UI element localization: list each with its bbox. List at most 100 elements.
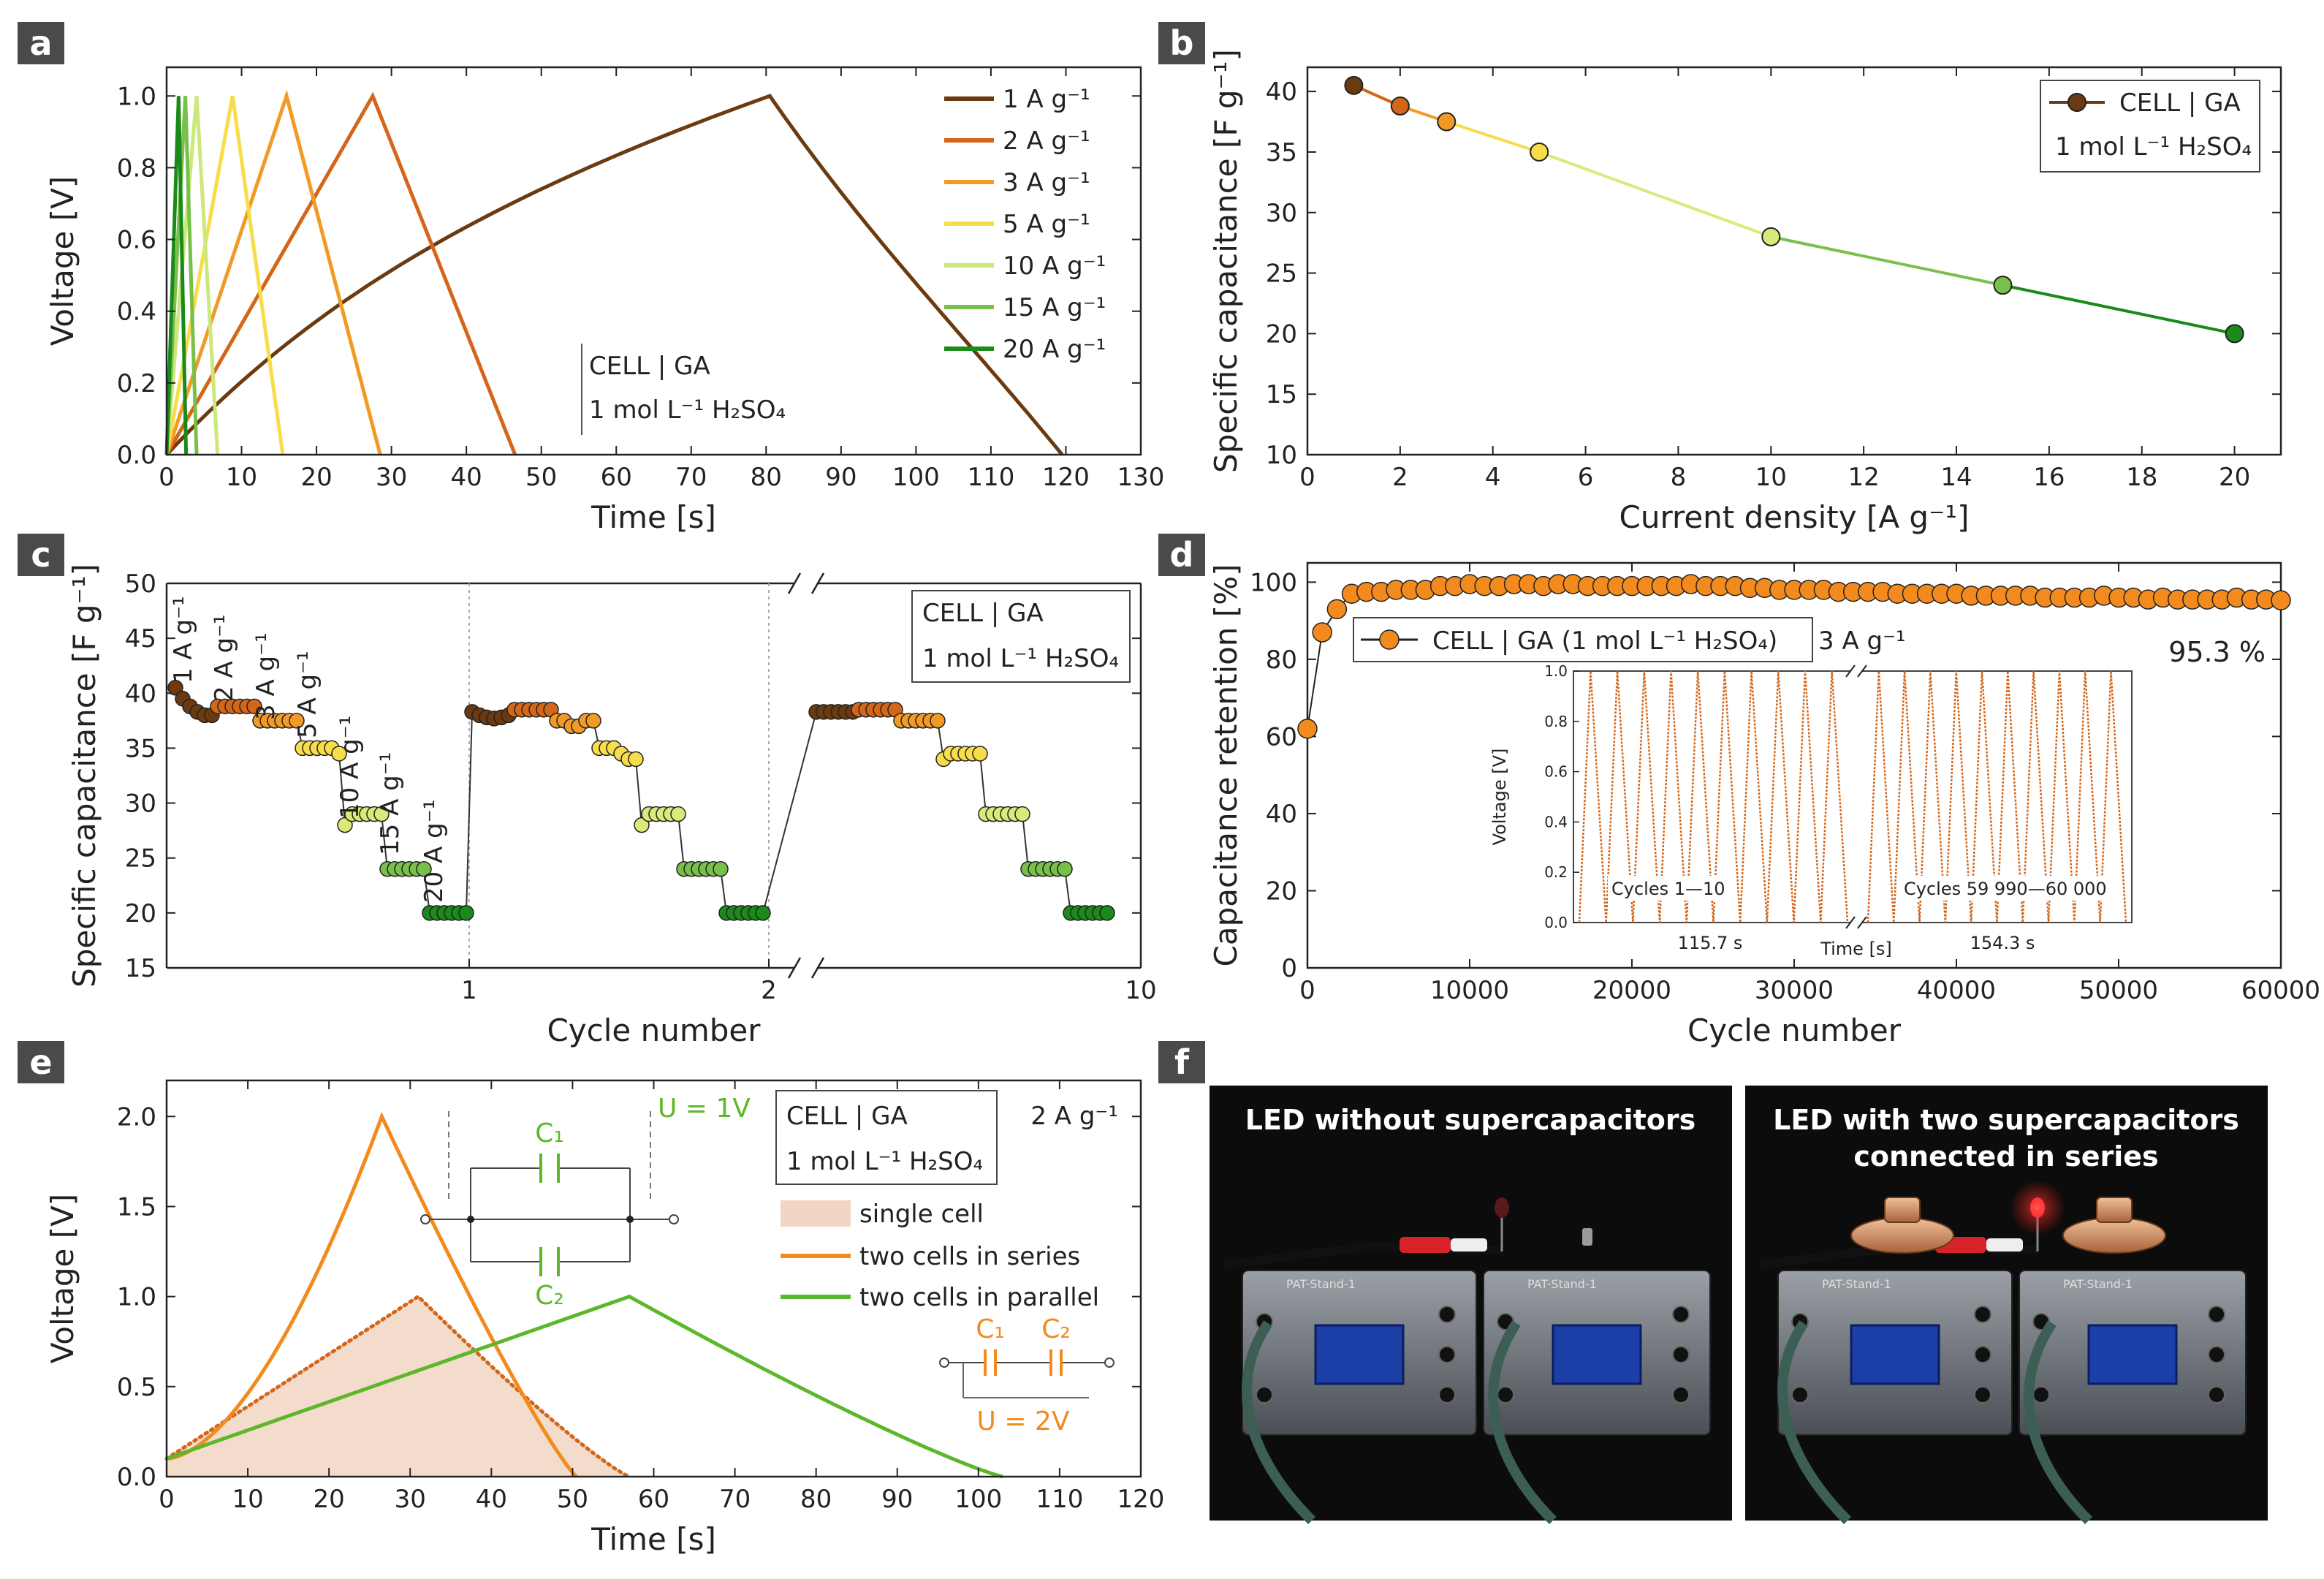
- device-socket: [1672, 1346, 1690, 1363]
- device-board: [1314, 1324, 1405, 1385]
- axes-frame: [165, 66, 1142, 456]
- y-tick-label: 0.6: [117, 226, 156, 255]
- legend-marker: [2067, 93, 2086, 112]
- data-point: [628, 751, 644, 768]
- data-point: [1530, 142, 1549, 162]
- y-tick-label: 35: [1266, 138, 1297, 167]
- x-tick-label: 40: [476, 1485, 507, 1514]
- led-glow: [2010, 1180, 2065, 1235]
- x-axis-label: Cycle number: [547, 1012, 761, 1048]
- y-tick-label: 40: [125, 679, 156, 708]
- circuit-node: [626, 1216, 634, 1223]
- y-axis-label: Voltage [V]: [45, 176, 80, 346]
- y-tick-label: 30: [125, 790, 156, 819]
- device-socket: [1672, 1306, 1690, 1323]
- box-line-1: CELL | GA: [589, 352, 710, 381]
- x-tick-label: 10: [1125, 976, 1156, 1005]
- data-point: [2225, 324, 2244, 344]
- inset-right-label: Cycles 59 990—60 000: [1904, 879, 2107, 899]
- x-tick-label: 60: [601, 463, 632, 492]
- panel-d: d 0 10000 20000 30000 40000 50000 60000 0 20 40 60 8…: [1158, 534, 2320, 1048]
- white-plug: [1986, 1238, 2023, 1252]
- legend-label: 15 A g⁻¹: [1003, 293, 1106, 322]
- legend-label: 20 A g⁻¹: [1003, 335, 1106, 364]
- capacitor-label-c2: C₂: [535, 1281, 564, 1311]
- rate-label: 3 A g⁻¹: [1818, 626, 1906, 656]
- y-tick-label: 2.0: [117, 1102, 156, 1132]
- x-tick-label: 110: [1036, 1485, 1083, 1514]
- x-tick-label: 40000: [1917, 976, 1996, 1005]
- break-mark: [810, 957, 825, 979]
- cable: [1488, 1320, 1557, 1524]
- x-tick-label: 110: [967, 463, 1014, 492]
- y-tick-label: 25: [1266, 260, 1297, 289]
- x-tick-label: 0: [159, 463, 175, 492]
- x-tick-label: 40: [451, 463, 482, 492]
- x-tick-label: 4: [1485, 463, 1501, 492]
- data-point: [1390, 96, 1410, 116]
- circuit-terminal: [1104, 1358, 1114, 1368]
- inset-break-mark: [1857, 916, 1867, 929]
- photo-right-caption-1: LED with two supercapacitors: [1773, 1104, 2239, 1136]
- gcd-curve-1: [165, 94, 1064, 456]
- x-tick-label: 120: [1117, 1485, 1165, 1514]
- legend-label: single cell: [859, 1200, 984, 1229]
- data-point: [634, 817, 650, 833]
- y-tick-label: 45: [125, 624, 156, 654]
- rate-label: 10 A g⁻¹: [335, 716, 365, 819]
- panel-f: f PAT-Stand-1 PAT-Stand-1 PAT-Stand-1 PAT-St…: [1158, 1041, 2268, 1524]
- data-point: [2271, 590, 2291, 610]
- break-mark: [787, 572, 802, 594]
- panel-c: c 15 20 25 30 35 40 45 50 1 2 10 Cycle number Specifi…: [18, 534, 1157, 1048]
- rate-label: 2 A g⁻¹: [1030, 1102, 1118, 1131]
- data-point: [1437, 112, 1457, 132]
- y-tick-label: 20: [1266, 319, 1297, 349]
- data-point: [1761, 227, 1781, 246]
- data-segment: [1770, 235, 2003, 287]
- x-tick-label: 30: [376, 463, 407, 492]
- device-label: PAT-Stand-1: [1822, 1277, 1891, 1291]
- y-tick-label: 80: [1266, 645, 1297, 675]
- x-tick-label: 120: [1042, 463, 1090, 492]
- gcd-curve-2: [164, 91, 517, 456]
- y-tick-label: 30: [1266, 199, 1297, 228]
- data-point: [755, 905, 771, 921]
- inset-break-gap: [1850, 668, 1862, 925]
- rate-label: 2 A g⁻¹: [210, 614, 239, 702]
- legend-label: CELL | GA (1 mol L⁻¹ H₂SO₄): [1432, 626, 1777, 656]
- legend-box: [1353, 617, 1813, 662]
- gcd-curve-4: [164, 95, 285, 455]
- data-segment: [1538, 151, 1772, 238]
- device-socket: [2032, 1386, 2050, 1404]
- device-socket: [1256, 1386, 1273, 1404]
- panel-label-bg: [18, 22, 64, 64]
- data-point: [713, 860, 729, 877]
- data-point: [416, 860, 432, 877]
- capacitor-label-c2: C₂: [1041, 1314, 1071, 1344]
- x-tick-label: 10: [232, 1485, 263, 1514]
- x-tick-label: 1: [461, 976, 477, 1005]
- device-socket: [2208, 1306, 2225, 1323]
- series-curve: [166, 1111, 578, 1478]
- x-tick-label: 20: [2219, 463, 2250, 492]
- inset-left-label: Cycles 1—10: [1611, 879, 1725, 899]
- device-socket: [1974, 1346, 1991, 1363]
- legend-box: [911, 590, 1131, 683]
- x-tick-label: 50: [557, 1485, 588, 1514]
- data-point: [1344, 75, 1364, 95]
- x-tick-label: 20: [314, 1485, 345, 1514]
- panel-label: e: [29, 1042, 52, 1082]
- y-tick-label: 20: [125, 899, 156, 928]
- data-point: [1326, 599, 1348, 620]
- x-tick-label: 100: [892, 463, 940, 492]
- panel-label-bg: [18, 534, 64, 576]
- y-tick-label: 25: [125, 844, 156, 874]
- y-tick-label: 1.0: [117, 1283, 156, 1312]
- legend-label: 5 A g⁻¹: [1003, 210, 1090, 239]
- panel-label-bg: [1158, 22, 1205, 64]
- x-tick-label: 50: [525, 463, 557, 492]
- y-tick-label: 0: [1281, 954, 1297, 983]
- device-socket: [1438, 1346, 1456, 1363]
- circuit-terminal: [939, 1358, 949, 1368]
- led: [1495, 1197, 1509, 1218]
